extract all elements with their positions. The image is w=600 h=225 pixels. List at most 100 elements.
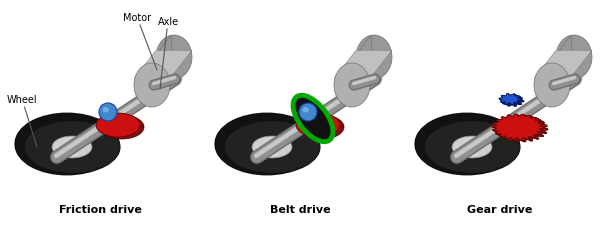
- Ellipse shape: [534, 64, 570, 108]
- Polygon shape: [501, 96, 505, 98]
- Polygon shape: [517, 101, 522, 105]
- Polygon shape: [495, 132, 502, 136]
- Polygon shape: [492, 115, 544, 140]
- Polygon shape: [535, 118, 541, 122]
- Polygon shape: [506, 94, 509, 98]
- Polygon shape: [529, 116, 535, 118]
- Ellipse shape: [134, 64, 170, 108]
- Polygon shape: [501, 136, 509, 139]
- Polygon shape: [500, 102, 504, 105]
- Ellipse shape: [24, 121, 120, 174]
- Polygon shape: [505, 103, 508, 106]
- Polygon shape: [518, 103, 522, 106]
- Polygon shape: [530, 137, 538, 140]
- Polygon shape: [507, 116, 511, 120]
- Polygon shape: [540, 125, 547, 128]
- Polygon shape: [149, 36, 172, 108]
- Polygon shape: [518, 100, 524, 103]
- Polygon shape: [500, 137, 505, 139]
- Polygon shape: [493, 123, 497, 126]
- Ellipse shape: [19, 118, 115, 171]
- Text: Motor: Motor: [123, 13, 157, 71]
- Ellipse shape: [219, 118, 315, 171]
- Ellipse shape: [252, 136, 292, 158]
- Polygon shape: [519, 96, 523, 99]
- Polygon shape: [527, 139, 533, 142]
- Polygon shape: [493, 130, 497, 133]
- Polygon shape: [539, 134, 544, 137]
- Polygon shape: [505, 104, 509, 107]
- Polygon shape: [134, 51, 192, 79]
- Polygon shape: [492, 127, 500, 130]
- Polygon shape: [511, 94, 517, 98]
- Polygon shape: [514, 138, 520, 142]
- Polygon shape: [524, 115, 528, 119]
- Polygon shape: [515, 96, 522, 99]
- Polygon shape: [543, 124, 547, 127]
- Polygon shape: [524, 138, 531, 142]
- Polygon shape: [500, 101, 505, 104]
- Polygon shape: [538, 121, 545, 125]
- Polygon shape: [493, 124, 500, 127]
- Polygon shape: [518, 99, 524, 101]
- Ellipse shape: [334, 64, 370, 108]
- Polygon shape: [499, 94, 521, 105]
- Ellipse shape: [300, 115, 344, 139]
- Polygon shape: [540, 128, 548, 131]
- Polygon shape: [499, 99, 505, 102]
- Polygon shape: [506, 137, 510, 141]
- Polygon shape: [502, 96, 508, 98]
- Polygon shape: [535, 135, 543, 137]
- Text: Belt drive: Belt drive: [269, 204, 331, 214]
- Polygon shape: [531, 118, 539, 121]
- Ellipse shape: [424, 121, 520, 174]
- Polygon shape: [515, 103, 521, 106]
- Polygon shape: [495, 134, 500, 136]
- Polygon shape: [538, 132, 547, 134]
- Polygon shape: [501, 96, 506, 100]
- Text: Wheel: Wheel: [7, 94, 37, 147]
- Ellipse shape: [100, 115, 144, 139]
- Polygon shape: [334, 51, 392, 79]
- Polygon shape: [540, 120, 545, 123]
- Polygon shape: [518, 97, 523, 100]
- Ellipse shape: [302, 108, 309, 113]
- Ellipse shape: [293, 96, 333, 142]
- Polygon shape: [530, 116, 535, 120]
- Ellipse shape: [96, 113, 140, 137]
- Polygon shape: [349, 36, 371, 108]
- Polygon shape: [520, 140, 526, 142]
- Polygon shape: [512, 140, 518, 142]
- Polygon shape: [492, 126, 496, 129]
- Polygon shape: [499, 99, 502, 101]
- Polygon shape: [533, 137, 539, 140]
- Polygon shape: [499, 98, 505, 101]
- Ellipse shape: [99, 104, 117, 122]
- Polygon shape: [493, 129, 500, 132]
- Polygon shape: [497, 120, 505, 122]
- Polygon shape: [493, 131, 502, 133]
- Polygon shape: [509, 115, 516, 119]
- Polygon shape: [521, 99, 524, 102]
- Polygon shape: [515, 95, 518, 98]
- Polygon shape: [501, 117, 506, 120]
- Polygon shape: [512, 138, 517, 142]
- Ellipse shape: [103, 108, 109, 113]
- Polygon shape: [539, 124, 547, 126]
- Polygon shape: [492, 126, 500, 128]
- Ellipse shape: [299, 104, 317, 122]
- Polygon shape: [514, 115, 520, 117]
- Polygon shape: [510, 104, 515, 107]
- Polygon shape: [296, 126, 344, 127]
- Polygon shape: [516, 115, 522, 119]
- Ellipse shape: [556, 36, 592, 80]
- Ellipse shape: [452, 136, 492, 158]
- Polygon shape: [496, 117, 548, 142]
- Text: Gear drive: Gear drive: [467, 204, 533, 214]
- Ellipse shape: [356, 36, 392, 80]
- Polygon shape: [501, 118, 506, 122]
- Ellipse shape: [224, 121, 320, 174]
- Polygon shape: [538, 133, 544, 136]
- Polygon shape: [544, 127, 548, 130]
- Polygon shape: [522, 115, 527, 117]
